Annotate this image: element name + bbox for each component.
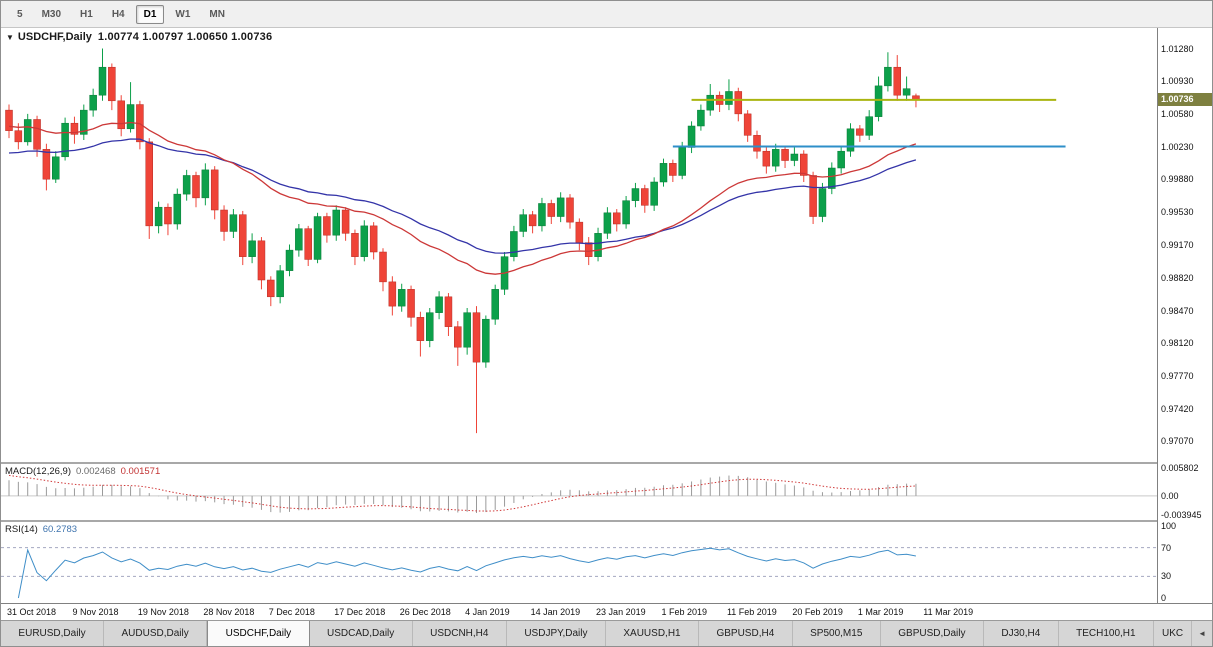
ma-slow — [8, 138, 917, 254]
timeframe-bar: 5 M30 H1 H4 D1 W1 MN — [1, 1, 1212, 28]
tab-usdjpy-daily[interactable]: USDJPY,Daily — [506, 621, 606, 646]
price-axis-label: 0.99530 — [1161, 206, 1194, 217]
macd-value-signal: 0.001571 — [120, 466, 161, 477]
tab-audusd-daily[interactable]: AUDUSD,Daily — [104, 621, 208, 646]
candles — [5, 48, 920, 434]
pane-splitter-macd[interactable] — [1, 462, 1212, 464]
timeframe-h4[interactable]: H4 — [111, 8, 125, 20]
timeframe-m30[interactable]: M30 — [41, 8, 62, 20]
macd-histogram — [8, 475, 917, 514]
date-label: 19 Nov 2018 — [137, 607, 189, 617]
rsi-axis-label: 100 — [1161, 521, 1177, 531]
pane-splitter-rsi[interactable] — [1, 520, 1212, 522]
date-label: 20 Feb 2019 — [792, 607, 843, 617]
timeframe-w1[interactable]: W1 — [175, 8, 191, 20]
price-axis-label: 0.97770 — [1161, 371, 1194, 382]
price-axis-label: 0.97420 — [1161, 403, 1194, 414]
price-axis-label: 1.00580 — [1161, 108, 1194, 119]
price-axis-label: 0.98470 — [1161, 305, 1194, 316]
chart-ohlc-values: 1.00774 1.00797 1.00650 1.00736 — [97, 31, 273, 43]
rsi-axis-label: 30 — [1161, 571, 1172, 582]
ma-fast — [8, 121, 917, 275]
current-price-tag: 1.00736 — [1158, 92, 1212, 106]
rsi-label: RSI(14) 60.2783 — [5, 524, 77, 535]
tab-gbpusd-daily[interactable]: GBPUSD,Daily — [880, 621, 984, 646]
tab-dj30-h4[interactable]: DJ30,H4 — [983, 621, 1059, 646]
macd-signal-line — [8, 474, 916, 512]
chart-title: ▼ USDCHF,Daily 1.00774 1.00797 1.00650 1.0… — [6, 31, 272, 43]
price-axis-label: 0.98820 — [1161, 273, 1194, 284]
date-label: 11 Mar 2019 — [923, 607, 974, 617]
price-axis-label: 1.01280 — [1161, 43, 1194, 54]
date-label: 31 Oct 2018 — [7, 607, 57, 617]
macd-value-main: 0.002468 — [76, 466, 116, 477]
price-axis[interactable]: 1.00736 1.01280 1.00930 1.00580 1.00230 0.99… — [1157, 28, 1212, 603]
tab-eurusd-daily[interactable]: EURUSD,Daily — [1, 621, 105, 646]
tab-sp500-m15[interactable]: SP500,M15 — [792, 621, 881, 646]
tab-xauusd-h1[interactable]: XAUUSD,H1 — [605, 621, 700, 646]
date-axis[interactable]: 31 Oct 2018 9 Nov 2018 19 Nov 2018 28 Nov 2… — [1, 603, 1212, 620]
rsi-axis-label: 0 — [1161, 593, 1167, 603]
rsi-line — [17, 547, 916, 599]
date-label: 7 Dec 2018 — [268, 607, 315, 617]
macd-axis-label: 0.00 — [1161, 490, 1179, 501]
tab-usdcad-daily[interactable]: USDCAD,Daily — [309, 621, 413, 646]
rsi-value: 60.2783 — [42, 524, 78, 535]
macd-axis-label: 0.005802 — [1161, 462, 1199, 473]
date-label: 28 Nov 2018 — [203, 607, 255, 617]
price-axis-label: 0.99880 — [1161, 174, 1194, 185]
date-label: 11 Feb 2019 — [726, 607, 777, 617]
chart-tab-bar: EURUSD,Daily AUDUSD,Daily USDCHF,Daily USDC… — [1, 620, 1212, 646]
date-label: 26 Dec 2018 — [399, 607, 451, 617]
date-label: 17 Dec 2018 — [334, 607, 386, 617]
tab-usdchf-daily[interactable]: USDCHF,Daily — [207, 621, 310, 646]
tab-tech100-h1[interactable]: TECH100,H1 — [1058, 621, 1155, 646]
date-label: 9 Nov 2018 — [72, 607, 119, 617]
macd-name: MACD(12,26,9) — [5, 466, 71, 477]
tab-scroll-left-icon[interactable]: ◄ — [1192, 621, 1212, 646]
chart-window: ▼ USDCHF,Daily 1.00774 1.00797 1.00650 1.0… — [1, 28, 1212, 603]
macd-label: MACD(12,26,9) 0.002468 0.001571 — [5, 466, 160, 477]
timeframe-mn[interactable]: MN — [209, 8, 225, 20]
date-label: 1 Mar 2019 — [857, 607, 904, 617]
price-axis-label: 0.98120 — [1161, 338, 1194, 349]
rsi-axis-label: 70 — [1161, 542, 1172, 553]
rsi-canvas[interactable] — [1, 522, 1157, 603]
timeframe-h1[interactable]: H1 — [80, 8, 93, 20]
tab-gbpusd-h4[interactable]: GBPUSD,H4 — [699, 621, 793, 646]
macd-canvas[interactable] — [1, 464, 1157, 520]
chart-dropdown-icon[interactable]: ▼ — [6, 33, 14, 42]
main-chart-canvas[interactable] — [1, 28, 1157, 462]
price-axis-label: 1.00930 — [1161, 76, 1194, 87]
price-axis-label: 0.97070 — [1161, 436, 1194, 447]
timeframe-5[interactable]: 5 — [17, 8, 23, 20]
chart-symbol-label: USDCHF,Daily — [17, 31, 92, 43]
price-axis-label: 0.99170 — [1161, 240, 1194, 251]
date-label: 23 Jan 2019 — [596, 607, 646, 617]
tab-ukc[interactable]: UKC — [1154, 621, 1193, 646]
date-label: 14 Jan 2019 — [530, 607, 581, 617]
date-label: 4 Jan 2019 — [465, 607, 510, 617]
macd-axis-label: -0.003945 — [1161, 509, 1202, 520]
price-axis-label: 1.00230 — [1161, 141, 1194, 152]
timeframe-d1[interactable]: D1 — [135, 4, 165, 24]
date-label: 1 Feb 2019 — [661, 607, 708, 617]
tab-usdcnh-h4[interactable]: USDCNH,H4 — [412, 621, 507, 646]
rsi-name: RSI(14) — [5, 524, 38, 535]
